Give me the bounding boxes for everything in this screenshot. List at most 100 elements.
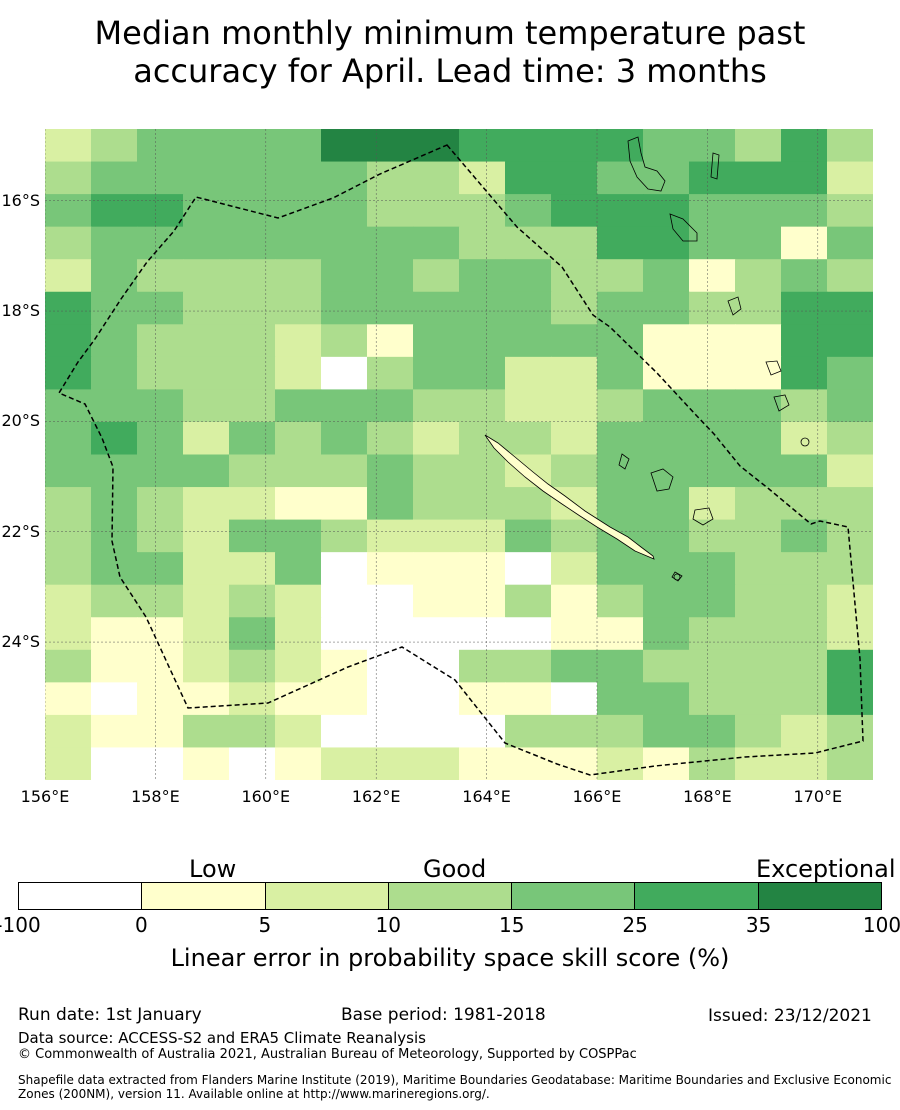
grid-cell: [689, 324, 736, 358]
grid-cell: [551, 129, 598, 163]
grid-cell: [367, 584, 414, 618]
grid-cell: [597, 421, 644, 456]
grid-cell: [45, 356, 92, 390]
grid-cell: [367, 552, 414, 586]
grid-cell: [229, 421, 276, 456]
grid-cell: [643, 226, 690, 260]
grid-cell: [689, 389, 736, 423]
grid-cell: [597, 389, 644, 423]
grid-cell: [45, 291, 92, 325]
grid-cell: [735, 389, 782, 423]
copyright: © Commonwealth of Australia 2021, Austra…: [18, 1047, 637, 1062]
grid-cell: [137, 161, 184, 195]
grid-cell: [137, 617, 184, 651]
grid-cell: [45, 389, 92, 423]
grid-cell: [413, 421, 460, 456]
grid-cell: [321, 487, 368, 521]
grid-cell: [781, 487, 828, 521]
grid-cell: [413, 161, 460, 195]
grid-cell: [689, 454, 736, 488]
grid-cell: [505, 584, 552, 618]
grid-cell: [551, 356, 598, 390]
grid-cell: [689, 649, 736, 683]
grid-cell: [781, 291, 828, 325]
colorbar-segment: [758, 883, 881, 909]
grid-cell: [781, 584, 828, 618]
grid-cell: [735, 291, 782, 325]
grid-cell: [505, 421, 552, 456]
grid-cell: [183, 714, 230, 749]
grid-cell: [45, 682, 92, 716]
grid-cell: [827, 421, 874, 456]
grid-cell: [45, 324, 92, 358]
grid-cell: [137, 356, 184, 390]
lifou-island: [650, 468, 674, 492]
data-source: Data source: ACCESS-S2 and ERA5 Climate …: [18, 1029, 426, 1047]
grid-cell: [735, 747, 782, 781]
grid-cell: [551, 454, 598, 488]
grid-cell: [183, 519, 230, 553]
legend-category-exceptional: Exceptional: [756, 855, 896, 883]
grid-cell: [597, 682, 644, 716]
colorbar-segment: [512, 883, 636, 909]
grid-cell: [689, 226, 736, 260]
grid-cell: [505, 129, 552, 163]
small-island: [800, 437, 810, 447]
grid-cell: [505, 356, 552, 390]
grid-cell: [91, 226, 138, 260]
longitude-label: 160°E: [241, 787, 291, 806]
grid-cell: [781, 617, 828, 651]
grid-cell: [183, 584, 230, 618]
grid-cell: [505, 649, 552, 683]
grid-cell: [275, 682, 322, 716]
grid-cell: [183, 389, 230, 423]
colorbar-segment: [635, 883, 759, 909]
grid-cell: [137, 584, 184, 618]
grid-cell: [91, 617, 138, 651]
colorbar-segment: [142, 883, 266, 909]
colorbar: [18, 882, 882, 910]
grid-cell: [689, 487, 736, 521]
grid-cell: [597, 194, 644, 228]
grid-cell: [275, 421, 322, 456]
grid-cell: [275, 747, 322, 781]
grid-cell: [597, 487, 644, 521]
grid-cell: [413, 747, 460, 781]
grid-cell: [689, 617, 736, 651]
grid-cell: [229, 617, 276, 651]
grid-cell: [413, 324, 460, 358]
grid-cell: [137, 714, 184, 749]
grid-cell: [827, 584, 874, 618]
run-date: Run date: 1st January: [18, 1005, 202, 1025]
grid-cell: [459, 487, 506, 521]
grid-cell: [643, 161, 690, 195]
grid-cell: [643, 259, 690, 293]
grid-cell: [827, 552, 874, 586]
grid-cell: [91, 649, 138, 683]
grid-cell: [597, 714, 644, 749]
grid-cell: [183, 259, 230, 293]
grid-cell: [689, 584, 736, 618]
grid-cell: [735, 487, 782, 521]
grid-cell: [45, 487, 92, 521]
map-area: [44, 129, 874, 781]
grid-cell: [275, 161, 322, 195]
grid-cell: [551, 421, 598, 456]
grid-cell: [689, 421, 736, 456]
colorbar-segment: [388, 883, 513, 909]
grid-cell: [505, 324, 552, 358]
grid-cell: [551, 389, 598, 423]
grid-cell: [827, 356, 874, 390]
legend-category-good: Good: [423, 855, 487, 883]
grid-cell: [551, 682, 598, 716]
grid-cell: [183, 324, 230, 358]
malakula-island: [669, 213, 698, 242]
longitude-label: 164°E: [462, 787, 511, 806]
grid-cell: [689, 194, 736, 228]
grid-cell: [551, 226, 598, 260]
grid-cell: [551, 617, 598, 651]
mare-island: [692, 507, 714, 526]
grid-cell: [827, 714, 874, 749]
grid-cell: [321, 747, 368, 781]
grid-cell: [413, 682, 460, 716]
